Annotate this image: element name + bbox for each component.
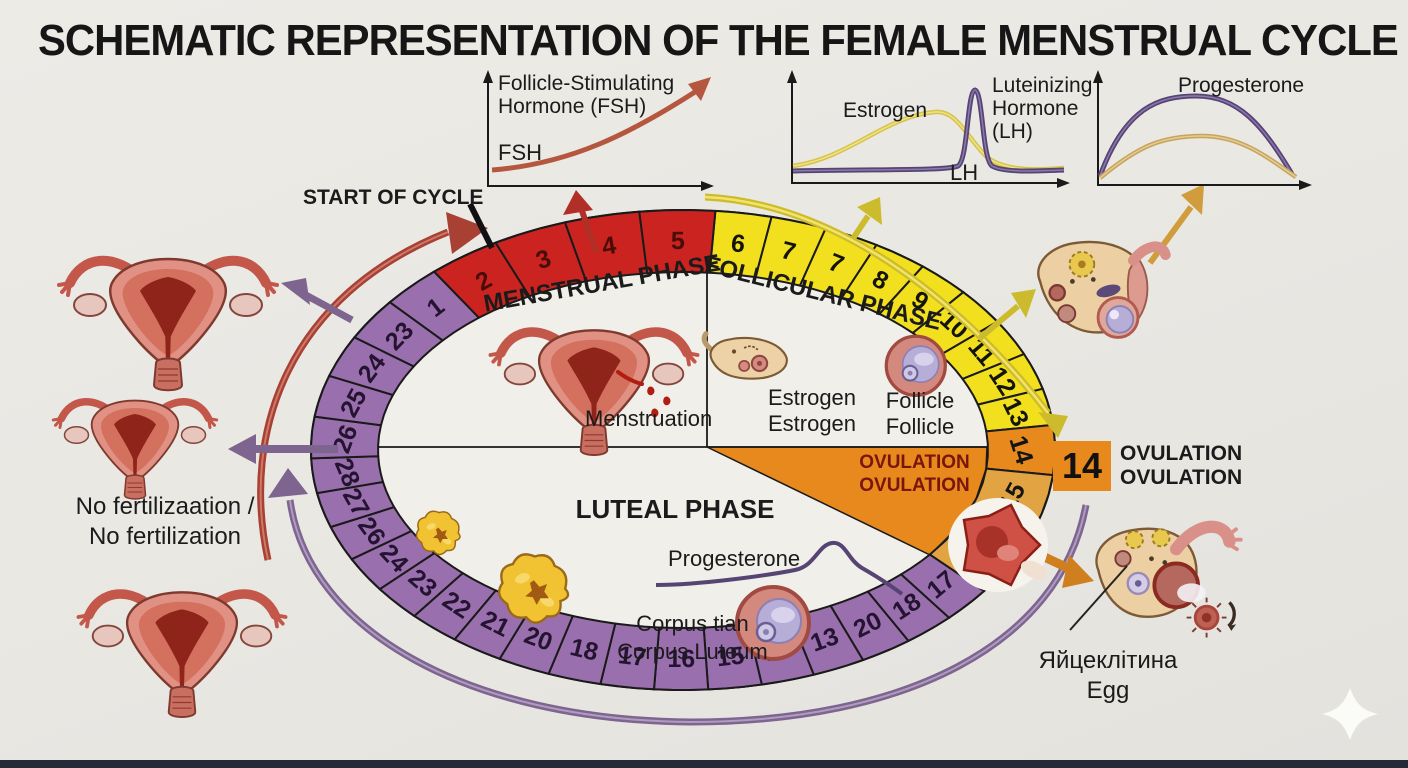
arrow-to-top-uterus-purple bbox=[281, 278, 354, 324]
corpus-luteum-label: Corpus tian Corpus Luteum bbox=[617, 611, 768, 664]
mature-follicle bbox=[884, 334, 947, 397]
ovulation-wedge-label: OVULATION OVULATION bbox=[859, 452, 970, 496]
day-label-6: 6 bbox=[729, 229, 746, 259]
sparkle-watermark-icon bbox=[1322, 688, 1378, 740]
ovulation-day-badge: 14 bbox=[1053, 441, 1111, 491]
start-of-cycle-tick bbox=[467, 202, 495, 250]
egg-pointer-line bbox=[1069, 565, 1128, 631]
uterus-top-left bbox=[59, 259, 277, 390]
day-label-4: 4 bbox=[600, 231, 619, 261]
day-segment-5 bbox=[638, 208, 717, 275]
day-label-15: 15 bbox=[715, 641, 746, 672]
progesterone-curve-inner bbox=[655, 540, 904, 596]
ovary-cross-section bbox=[1038, 242, 1165, 337]
lh-chart-title: Luteinizing Hormone (LH) bbox=[992, 74, 1093, 144]
progesterone-chart-title: Progesterone bbox=[1178, 74, 1305, 97]
progesterone-inner-label: Progesterone bbox=[668, 546, 801, 571]
day-label-16: 16 bbox=[667, 645, 695, 673]
follicular-arc-yellow bbox=[704, 193, 1068, 438]
uterus-menstruating bbox=[490, 330, 697, 455]
arrow-to-estrogen-chart-yellow bbox=[849, 197, 882, 242]
estrogen-label: Estrogen Estrogen bbox=[767, 385, 857, 436]
fsh-chart-title: Follicle-Stimulating Hormone (FSH) bbox=[498, 72, 675, 119]
day-label-18: 18 bbox=[567, 633, 601, 667]
arrow-to-progesterone-chart-tan bbox=[1147, 184, 1204, 265]
ovary-releasing-egg bbox=[1096, 527, 1240, 638]
day-label-17: 17 bbox=[617, 641, 648, 672]
progesterone-chart bbox=[1093, 70, 1312, 190]
lh-curve-label: LH bbox=[950, 160, 979, 185]
egg-label: Яйцеклітина Egg bbox=[1038, 647, 1178, 704]
day-ring: 6778910111213141517182013141516171820212… bbox=[310, 208, 1056, 692]
day-label-5: 5 bbox=[671, 227, 685, 255]
estrogen-curve-label: Estrogen bbox=[843, 99, 928, 122]
uterus-mid-left bbox=[53, 401, 217, 499]
fsh-chart bbox=[483, 70, 714, 191]
uterus-bottom-left bbox=[78, 592, 285, 717]
arrow-to-mid-uterus-purple bbox=[228, 434, 338, 464]
ovulating-follicle-burst bbox=[948, 498, 1048, 592]
no-fertilization-label: No fertilizaation / No fertilization bbox=[75, 493, 255, 550]
photo-edge-strip bbox=[0, 760, 1408, 768]
day-label-7: 7 bbox=[778, 236, 798, 267]
ovulation-side-label: OVULATION OVULATION bbox=[1120, 442, 1243, 490]
arrow-to-ovary-yellow bbox=[978, 289, 1036, 341]
luteal-return-arc-purple bbox=[268, 468, 1090, 726]
arrow-to-fsh-chart-red bbox=[563, 190, 599, 253]
fsh-curve-label: FSH bbox=[498, 140, 542, 165]
cycle-restart-arc-red bbox=[257, 212, 488, 561]
poster-title: SCHEMATIC REPRESENTATION OF THE FEMALE M… bbox=[38, 16, 1399, 65]
start-of-cycle-label: START OF CYCLE bbox=[303, 186, 484, 209]
follicle-label: Follicle Follicle bbox=[885, 388, 955, 439]
estrogen-lh-chart bbox=[787, 70, 1070, 188]
menstruation-label: Menstruation bbox=[585, 406, 713, 431]
luteal-phase-label: LUTEAL PHASE bbox=[575, 494, 775, 524]
